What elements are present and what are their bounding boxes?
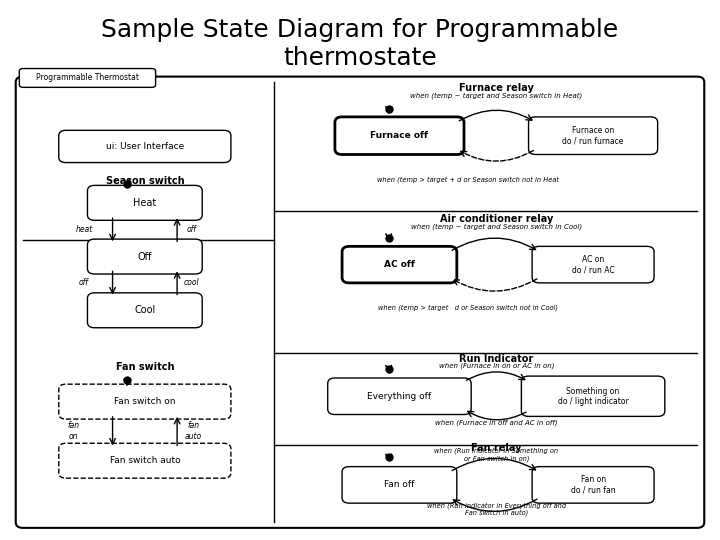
Text: when (temp ~ target and Season switch in Cool): when (temp ~ target and Season switch in… [410,223,582,230]
FancyBboxPatch shape [87,185,202,220]
FancyBboxPatch shape [87,239,202,274]
Text: Fan switch: Fan switch [116,362,174,372]
Text: Cool: Cool [134,305,156,315]
Text: Run Indicator: Run Indicator [459,354,534,363]
Text: off: off [186,225,197,234]
Text: Programmable Thermostat: Programmable Thermostat [36,73,139,83]
Text: ui: User Interface: ui: User Interface [106,142,184,151]
Text: Season switch: Season switch [106,177,184,186]
Text: when (Run indicator in Everything off and
Fan switch in auto): when (Run indicator in Everything off an… [427,502,566,516]
Text: when (temp > target + d or Season switch not in Heat: when (temp > target + d or Season switch… [377,177,559,183]
Text: when (temp > target   d or Season switch not in Cool): when (temp > target d or Season switch n… [377,305,557,311]
FancyBboxPatch shape [521,376,665,416]
FancyBboxPatch shape [328,378,471,415]
Text: Sample State Diagram for Programmable
thermostate: Sample State Diagram for Programmable th… [102,18,618,70]
Text: heat: heat [76,225,92,234]
Text: Furnace relay: Furnace relay [459,83,534,93]
Text: when (temp ~ target and Season switch in Heat): when (temp ~ target and Season switch in… [410,92,582,99]
FancyBboxPatch shape [16,77,704,528]
FancyBboxPatch shape [59,130,231,163]
Text: off: off [79,279,89,287]
Text: Fan off: Fan off [384,481,415,489]
Text: Fan on
do / run fan: Fan on do / run fan [571,475,616,495]
FancyBboxPatch shape [532,246,654,283]
Text: Off: Off [138,252,152,261]
Text: Air conditioner relay: Air conditioner relay [440,214,553,224]
Text: when (Run indicator in Something on
or Fan switch in on): when (Run indicator in Something on or F… [434,448,558,462]
Text: AC off: AC off [384,260,415,269]
FancyBboxPatch shape [59,384,231,419]
FancyBboxPatch shape [87,293,202,328]
FancyBboxPatch shape [342,246,456,283]
Text: fan
on: fan on [67,421,79,441]
Text: when (Furnace in off and AC in off): when (Furnace in off and AC in off) [435,420,557,427]
Text: Furnace off: Furnace off [371,131,428,140]
FancyBboxPatch shape [528,117,657,154]
Text: cool: cool [184,279,199,287]
FancyBboxPatch shape [19,69,156,87]
Text: fan
auto: fan auto [185,421,202,441]
Text: Fan switch on: Fan switch on [114,397,176,406]
Text: Something on
do / light indicator: Something on do / light indicator [558,387,629,406]
FancyBboxPatch shape [342,467,456,503]
Text: Furnace on
do / run furnace: Furnace on do / run furnace [562,126,624,145]
FancyBboxPatch shape [532,467,654,503]
Text: Everything off: Everything off [367,392,431,401]
Text: Fan switch auto: Fan switch auto [109,456,180,465]
Text: AC on
do / run AC: AC on do / run AC [572,255,614,274]
FancyBboxPatch shape [59,443,231,478]
Text: Fan relay: Fan relay [471,443,521,454]
Text: when (Furnace in on or AC in on): when (Furnace in on or AC in on) [438,363,554,369]
FancyBboxPatch shape [335,117,464,154]
Text: Heat: Heat [133,198,156,208]
